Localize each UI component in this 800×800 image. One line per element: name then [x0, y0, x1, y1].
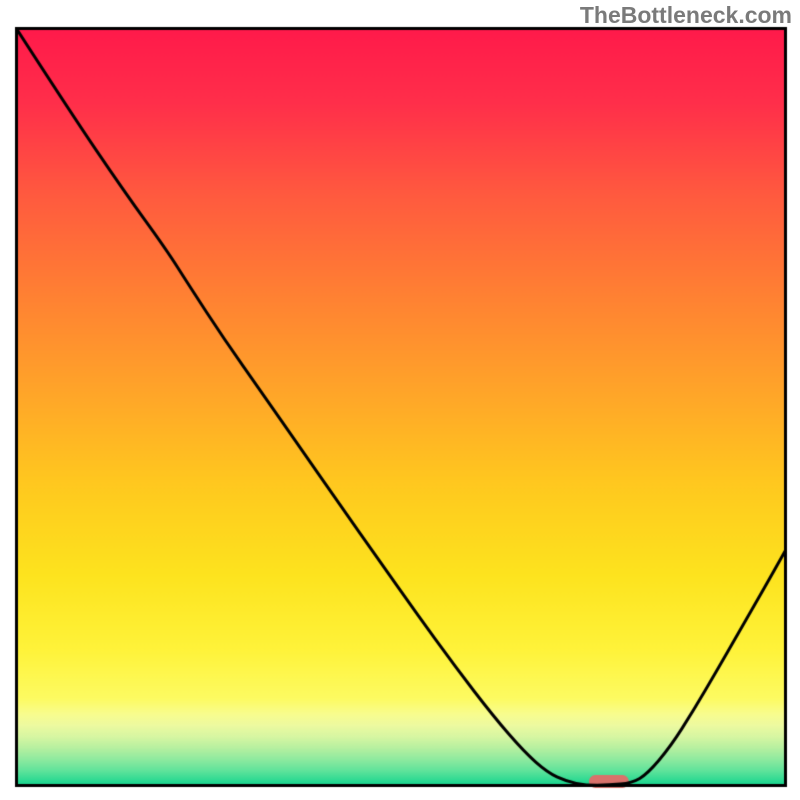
bottleneck-heatmap-chart	[0, 0, 800, 800]
chart-stage: TheBottleneck.com	[0, 0, 800, 800]
